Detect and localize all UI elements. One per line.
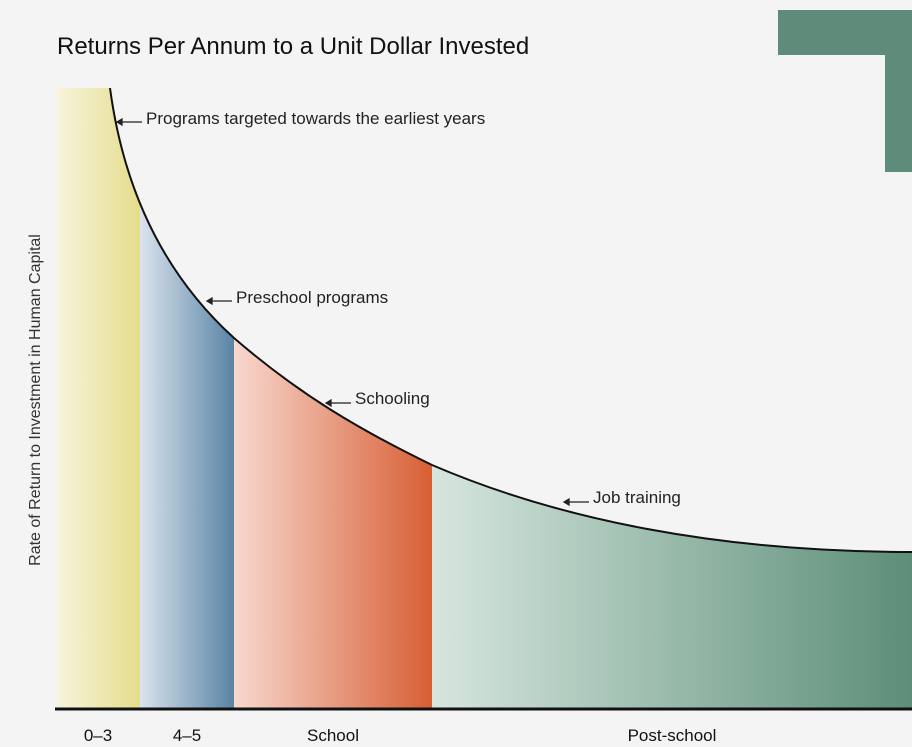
arrowhead xyxy=(115,117,123,127)
arrowhead xyxy=(562,497,570,507)
annotation: Schooling xyxy=(355,389,430,408)
return-curve xyxy=(109,87,912,553)
corner-decoration xyxy=(778,10,912,172)
segment-label: 0–3 xyxy=(84,726,112,745)
segment-label: 4–5 xyxy=(173,726,201,745)
segment-label: Post-school xyxy=(628,726,717,745)
arrows xyxy=(115,117,589,507)
annotation: Job training xyxy=(593,488,681,507)
segment-label: School xyxy=(307,726,359,745)
arrowhead xyxy=(324,398,332,408)
arrowhead xyxy=(205,296,213,306)
title: Returns Per Annum to a Unit Dollar Inves… xyxy=(57,33,529,60)
annotation: Preschool programs xyxy=(236,288,388,307)
region-0-3 xyxy=(57,88,140,708)
annotation: Programs targeted towards the earliest y… xyxy=(146,109,485,128)
y-axis-label: Rate of Return to Investment in Human Ca… xyxy=(27,234,44,566)
